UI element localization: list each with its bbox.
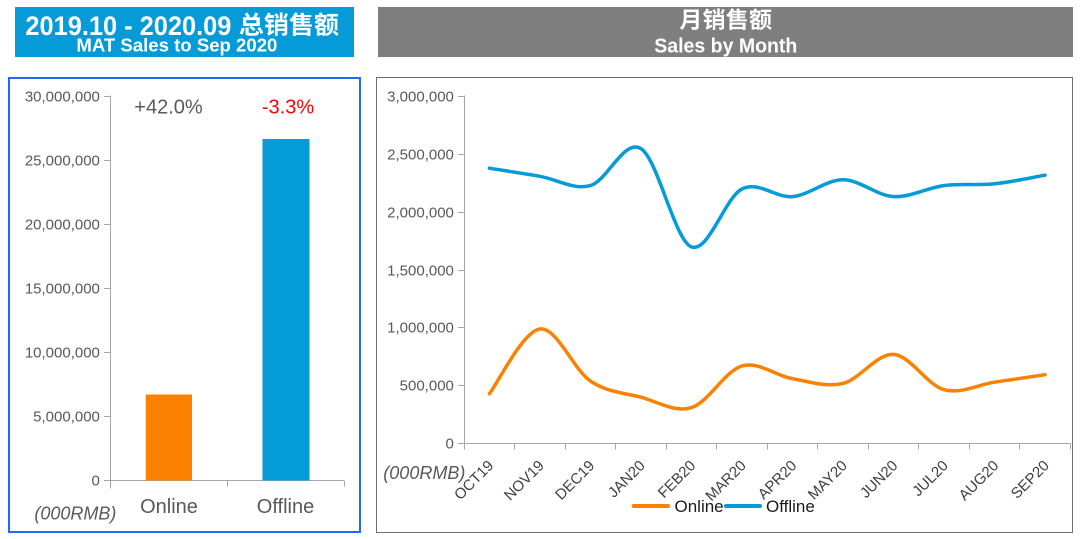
svg-text:JAN20: JAN20 xyxy=(605,457,649,501)
svg-text:(000RMB): (000RMB) xyxy=(34,504,116,524)
svg-text:5,000,000: 5,000,000 xyxy=(33,409,100,426)
svg-text:3,000,000: 3,000,000 xyxy=(387,89,454,106)
svg-text:SEP20: SEP20 xyxy=(1008,457,1053,502)
svg-text:MAT Sales to Sep 2020: MAT Sales to Sep 2020 xyxy=(76,36,277,56)
svg-text:JUN20: JUN20 xyxy=(857,457,901,501)
svg-text:1,500,000: 1,500,000 xyxy=(387,263,454,280)
svg-text:AUG20: AUG20 xyxy=(956,457,1003,504)
svg-text:1,000,000: 1,000,000 xyxy=(387,320,454,337)
svg-text:Online: Online xyxy=(675,497,724,516)
svg-text:0: 0 xyxy=(446,436,454,453)
svg-text:10,000,000: 10,000,000 xyxy=(25,345,100,362)
svg-text:2,500,000: 2,500,000 xyxy=(387,147,454,164)
svg-text:30,000,000: 30,000,000 xyxy=(25,89,100,106)
svg-text:2,000,000: 2,000,000 xyxy=(387,205,454,222)
svg-text:Offline: Offline xyxy=(257,496,314,518)
svg-text:20,000,000: 20,000,000 xyxy=(25,217,100,234)
svg-text:15,000,000: 15,000,000 xyxy=(25,281,100,298)
svg-text:Online: Online xyxy=(140,496,198,518)
svg-text:Offline: Offline xyxy=(766,497,815,516)
svg-text:JUL20: JUL20 xyxy=(909,457,952,500)
svg-text:+42.0%: +42.0% xyxy=(134,97,203,119)
svg-text:Sales by Month: Sales by Month xyxy=(654,35,797,57)
svg-text:25,000,000: 25,000,000 xyxy=(25,153,100,170)
svg-text:500,000: 500,000 xyxy=(400,378,454,395)
svg-text:2019.10 - 2020.09: 2019.10 - 2020.09 xyxy=(25,11,231,41)
svg-text:FEB20: FEB20 xyxy=(655,457,699,501)
svg-text:0: 0 xyxy=(92,473,100,490)
svg-text:DEC19: DEC19 xyxy=(552,457,598,503)
svg-text:(000RMB): (000RMB) xyxy=(383,463,465,483)
svg-text:-3.3%: -3.3% xyxy=(262,97,314,119)
svg-text:NOV19: NOV19 xyxy=(501,457,548,504)
